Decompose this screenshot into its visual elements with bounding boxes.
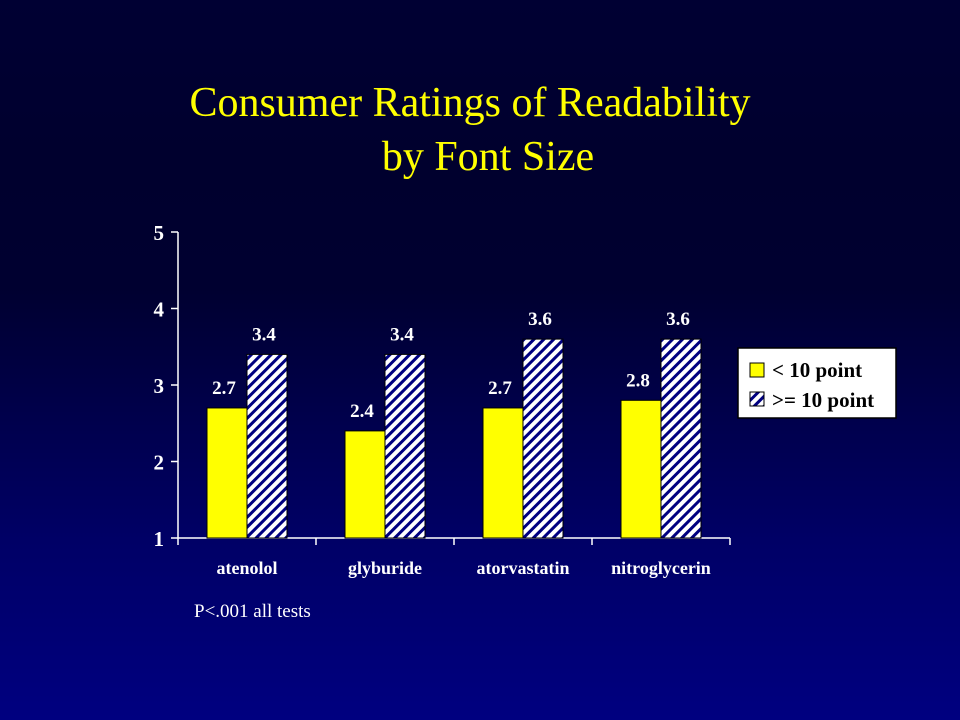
bar-10pt-plus bbox=[246, 353, 288, 539]
bar-under-10pt bbox=[482, 407, 524, 539]
legend-label-under-10pt: < 10 point bbox=[772, 358, 862, 382]
y-tick-label: 4 bbox=[154, 298, 165, 322]
footnote: P<.001 all tests bbox=[194, 601, 311, 622]
data-label-under-10pt: 2.7 bbox=[488, 378, 512, 399]
data-label-under-10pt: 2.4 bbox=[350, 401, 374, 422]
data-label-10pt-plus: 3.4 bbox=[252, 324, 276, 345]
data-label-under-10pt: 2.8 bbox=[626, 370, 650, 391]
x-category-label: atorvastatin bbox=[477, 558, 570, 578]
bar-10pt-plus bbox=[522, 338, 564, 539]
legend-swatch-10pt-plus bbox=[749, 391, 765, 407]
data-label-10pt-plus: 3.6 bbox=[666, 309, 690, 330]
y-tick-label: 3 bbox=[154, 374, 165, 398]
legend-swatch-under-10pt bbox=[749, 362, 765, 378]
y-tick-label: 2 bbox=[154, 451, 165, 475]
data-label-10pt-plus: 3.4 bbox=[390, 324, 414, 345]
slide-title: Consumer Ratings of Readability by Font … bbox=[0, 76, 960, 184]
data-label-under-10pt: 2.7 bbox=[212, 378, 236, 399]
title-line-2: by Font Size bbox=[381, 134, 595, 180]
x-category-label: atenolol bbox=[217, 558, 278, 578]
y-tick-label: 1 bbox=[154, 527, 165, 551]
bar-under-10pt bbox=[344, 430, 386, 539]
legend-label-10pt-plus: >= 10 point bbox=[772, 388, 874, 412]
bar-under-10pt bbox=[206, 407, 248, 539]
bar-under-10pt bbox=[620, 399, 662, 539]
x-category-label: glyburide bbox=[348, 558, 422, 578]
title-line-1: Consumer Ratings of Readability bbox=[189, 80, 751, 126]
x-category-label: nitroglycerin bbox=[611, 558, 711, 578]
bar-10pt-plus bbox=[660, 338, 702, 539]
bar-10pt-plus bbox=[384, 353, 426, 539]
data-label-10pt-plus: 3.6 bbox=[528, 309, 552, 330]
y-tick-label: 5 bbox=[154, 221, 165, 245]
